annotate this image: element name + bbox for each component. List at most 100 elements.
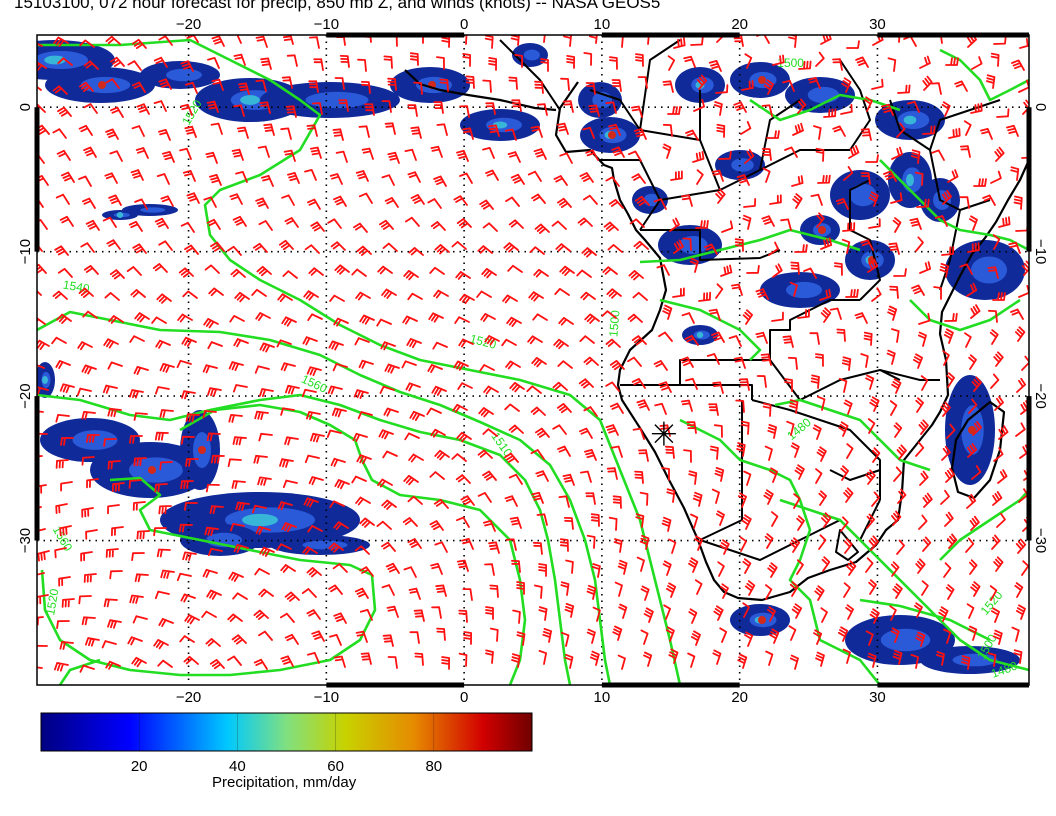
wind-barb xyxy=(377,265,393,275)
wind-barb xyxy=(504,128,517,141)
wind-barb xyxy=(681,194,693,207)
wind-barb xyxy=(891,378,902,394)
wind-barb xyxy=(893,466,903,482)
wind-barb xyxy=(527,170,542,182)
wind-barb xyxy=(990,52,1000,67)
wind-barb xyxy=(184,614,200,625)
wind-barb xyxy=(721,220,734,233)
wind-barb xyxy=(838,421,849,437)
wind-barb xyxy=(741,514,752,530)
wind-barb xyxy=(233,104,245,117)
wind-barb xyxy=(891,146,903,160)
wind-barb xyxy=(848,145,860,159)
wind-barb xyxy=(789,399,799,414)
wind-barb xyxy=(107,619,122,629)
wind-barb xyxy=(993,351,1004,367)
wind-barb xyxy=(553,175,568,186)
wind-barb xyxy=(107,407,122,418)
wind-barb xyxy=(534,80,544,94)
wind-barb xyxy=(1008,241,1021,254)
wind-barb xyxy=(914,602,923,618)
wind-barb xyxy=(282,479,298,489)
wind-barb xyxy=(527,335,543,345)
wind-barb xyxy=(37,364,45,369)
wind-barb xyxy=(358,192,373,204)
wind-barb xyxy=(304,454,320,464)
wind-barb xyxy=(987,652,997,667)
wind-barb xyxy=(281,522,297,533)
wind-barb xyxy=(379,219,394,230)
colorbar-title: Precipitation, mm/day xyxy=(212,774,357,791)
wind-barb xyxy=(277,501,293,511)
wind-barb xyxy=(105,660,121,670)
wind-barb xyxy=(939,263,949,278)
wind-barb xyxy=(182,170,196,182)
wind-barb xyxy=(155,339,171,349)
wind-barb xyxy=(930,82,942,95)
wind-barb xyxy=(228,35,242,44)
wind-barb xyxy=(201,610,217,618)
wind-barb xyxy=(769,194,782,205)
wind-barb xyxy=(158,618,174,627)
wind-barb xyxy=(307,313,323,321)
wind-barb xyxy=(408,247,424,256)
wind-barb xyxy=(251,288,267,297)
wind-barb xyxy=(855,56,869,68)
wind-barb xyxy=(459,172,473,184)
wind-barb xyxy=(403,566,417,578)
wind-barb xyxy=(815,651,825,667)
wind-barb xyxy=(55,503,68,514)
lon-tick-label-bottom: 10 xyxy=(594,689,611,706)
contour-1540 xyxy=(37,310,612,685)
wind-barb xyxy=(915,441,925,457)
wind-barb xyxy=(106,239,121,250)
wind-barb xyxy=(82,197,96,209)
wind-barb xyxy=(134,312,150,323)
wind-barb xyxy=(763,489,774,505)
wind-barb xyxy=(355,496,371,506)
wind-barb xyxy=(130,289,146,298)
wind-barb xyxy=(628,270,644,281)
wind-barb xyxy=(429,266,445,275)
wind-barb xyxy=(640,585,650,601)
wind-barb xyxy=(536,513,548,526)
wind-barb xyxy=(255,312,271,321)
wind-barb xyxy=(308,80,319,93)
wind-barb xyxy=(535,427,550,438)
wind-barb xyxy=(733,101,747,113)
wind-barb xyxy=(381,174,395,186)
wind-barb xyxy=(991,534,1001,550)
wind-barb xyxy=(772,263,783,278)
wind-barb xyxy=(947,533,958,549)
wind-barb xyxy=(561,631,570,647)
wind-barb xyxy=(912,353,923,369)
wind-barb xyxy=(105,548,119,558)
wind-barb xyxy=(516,631,526,646)
wind-barb xyxy=(685,129,699,141)
wind-barb xyxy=(182,551,197,561)
wind-barb xyxy=(893,422,903,438)
wind-barb xyxy=(896,122,906,138)
wind-barb xyxy=(382,634,394,647)
wind-barb xyxy=(514,54,524,68)
wind-barb xyxy=(509,382,525,393)
wind-barb xyxy=(462,53,471,67)
wind-barb xyxy=(580,291,596,301)
wind-barb xyxy=(530,406,546,416)
wind-barb xyxy=(765,650,774,666)
wind-barb xyxy=(154,431,169,441)
wind-barb xyxy=(891,510,902,526)
wind-barb xyxy=(871,287,882,302)
wind-barb xyxy=(477,492,492,503)
wind-barb xyxy=(535,470,549,482)
wind-barb xyxy=(552,381,568,391)
wind-barb xyxy=(608,199,624,209)
wind-barb xyxy=(355,170,369,182)
wind-barb xyxy=(57,57,73,66)
wind-barb xyxy=(129,335,145,343)
precip-cell xyxy=(785,77,855,113)
lat-tick-label-left: 0 xyxy=(17,103,34,111)
wind-barb xyxy=(789,281,798,297)
wind-barb xyxy=(998,216,1011,228)
wind-barb xyxy=(233,53,246,66)
